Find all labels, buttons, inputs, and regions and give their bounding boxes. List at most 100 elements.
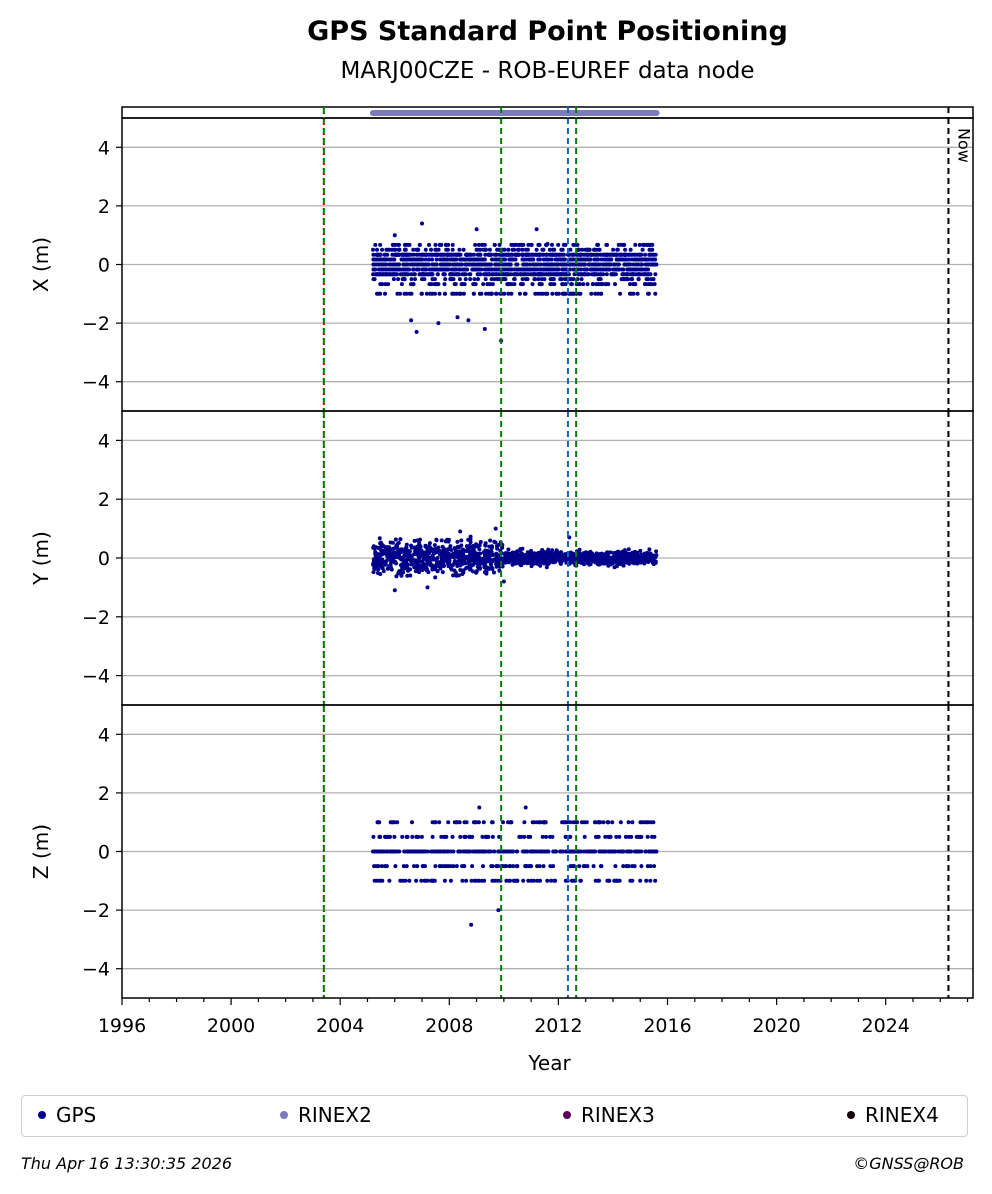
gps-point xyxy=(440,570,445,575)
gps-point xyxy=(595,834,600,839)
x-tick-label: 2004 xyxy=(316,1015,364,1037)
gps-point xyxy=(386,282,391,287)
gps-point xyxy=(534,227,539,232)
gps-point xyxy=(464,878,469,883)
gps-point xyxy=(480,834,485,839)
gps-point xyxy=(408,567,412,572)
gps-point xyxy=(408,257,413,262)
gps-point xyxy=(427,242,431,247)
x-tick-label: 1996 xyxy=(98,1015,146,1037)
gps-point xyxy=(460,282,465,287)
gps-point xyxy=(466,537,471,542)
gps-point xyxy=(468,534,473,539)
gps-point xyxy=(612,849,617,854)
gps-point xyxy=(591,553,596,558)
y-axis-label: Z (m) xyxy=(29,824,53,879)
gps-point xyxy=(465,565,470,570)
gps-point xyxy=(534,252,539,257)
gps-point xyxy=(434,262,439,267)
gps-point xyxy=(521,242,526,247)
gps-point xyxy=(488,538,493,543)
gps-point xyxy=(546,272,551,277)
gps-point xyxy=(483,543,488,548)
gps-point xyxy=(571,820,576,825)
legend-item-rinex4: RINEX4 xyxy=(847,1103,939,1127)
gps-point xyxy=(645,864,650,869)
gps-point xyxy=(429,282,434,287)
gps-point xyxy=(552,878,557,883)
gps-point xyxy=(484,291,489,296)
gps-point xyxy=(596,820,601,825)
gps-point xyxy=(487,272,491,277)
gps-point xyxy=(378,252,383,257)
gps-point xyxy=(528,272,533,277)
gps-point xyxy=(489,558,494,563)
gps-point xyxy=(380,247,385,252)
gps-point xyxy=(388,551,393,556)
gps-point xyxy=(606,820,610,825)
gps-point xyxy=(454,573,459,578)
gps-point xyxy=(606,834,611,839)
gps-point xyxy=(577,291,582,296)
gps-point xyxy=(482,849,487,854)
gps-point xyxy=(490,834,495,839)
gps-point xyxy=(646,257,651,262)
gps-point xyxy=(429,247,433,252)
gps-point xyxy=(455,539,460,544)
gps-point xyxy=(536,242,541,247)
gps-point xyxy=(594,272,598,277)
gps-point xyxy=(407,267,412,272)
gps-point xyxy=(623,247,628,252)
gps-point xyxy=(649,277,654,282)
gps-point xyxy=(577,864,582,869)
gps-point xyxy=(604,252,609,257)
gps-point xyxy=(472,277,477,282)
gps-point xyxy=(422,556,427,561)
gps-point xyxy=(586,272,591,277)
gps-point xyxy=(648,252,653,257)
gps-point xyxy=(549,262,554,267)
gps-point xyxy=(560,282,565,287)
gps-point xyxy=(529,564,534,569)
gps-point xyxy=(489,267,494,272)
gps-point xyxy=(467,834,472,839)
gps-point xyxy=(434,538,439,543)
gps-point xyxy=(530,282,535,287)
gps-point xyxy=(442,834,446,839)
gps-point xyxy=(385,566,390,571)
gps-point xyxy=(535,820,540,825)
gps-point xyxy=(542,272,547,277)
gps-point xyxy=(406,550,411,555)
gps-point xyxy=(640,247,645,252)
gps-point xyxy=(453,267,457,272)
gps-point xyxy=(435,252,440,257)
gps-point xyxy=(620,272,625,277)
gps-point xyxy=(495,247,500,252)
gps-point xyxy=(436,247,441,252)
gps-point xyxy=(592,267,597,272)
gps-point xyxy=(612,565,617,570)
gps-point xyxy=(402,272,407,277)
gps-point xyxy=(492,277,497,282)
gps-point xyxy=(437,849,442,854)
gps-point xyxy=(471,267,476,272)
gps-point xyxy=(540,834,545,839)
gps-point xyxy=(463,277,468,282)
gps-point xyxy=(417,540,422,545)
gps-point xyxy=(530,820,535,825)
gps-point xyxy=(510,562,515,567)
gps-point xyxy=(501,262,506,267)
gps-point xyxy=(520,277,525,282)
gps-point xyxy=(380,849,385,854)
gps-point xyxy=(531,257,536,262)
gps-point xyxy=(479,291,484,296)
gps-point xyxy=(502,291,507,296)
chart-subtitle: MARJ00CZE - ROB-EUREF data node xyxy=(340,58,755,84)
gps-point xyxy=(506,247,511,252)
gps-point xyxy=(651,252,656,257)
gps-point xyxy=(544,565,549,570)
gps-point xyxy=(593,291,598,296)
gps-point xyxy=(443,277,448,282)
gps-point xyxy=(639,849,644,854)
gps-point xyxy=(633,252,637,257)
